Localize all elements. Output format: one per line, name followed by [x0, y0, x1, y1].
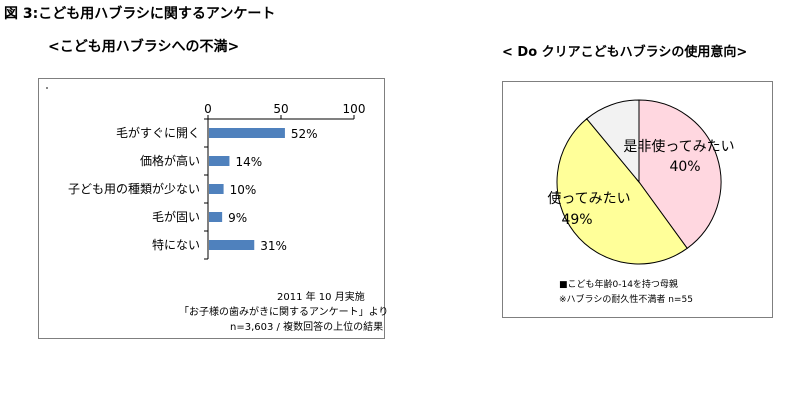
- survey-date: 2011 年 10 月実施: [277, 292, 365, 303]
- x-tick-label: 100: [343, 102, 366, 116]
- category-label: 特にない: [152, 237, 200, 252]
- x-tick-label: 50: [273, 102, 288, 116]
- bar-value-label: 52%: [291, 127, 318, 141]
- bar-value-label: 10%: [230, 183, 257, 197]
- pie-slice-label: 使ってみたい: [547, 190, 630, 207]
- pie-chart-subtitle: < Do クリアこどもハブラシの使用意向>: [502, 45, 748, 60]
- bar: [209, 128, 285, 138]
- bar: [209, 212, 223, 222]
- x-tick-label: 0: [204, 102, 212, 116]
- pie-slice: [638, 99, 722, 250]
- bar: [209, 184, 224, 194]
- survey-name: 「お子様の歯みがきに関するアンケート」より: [179, 307, 389, 318]
- category-label: 毛が固い: [152, 209, 200, 224]
- category-label: 子ども用の種類が少ない: [68, 181, 200, 196]
- category-label: 毛がすぐに開く: [116, 125, 200, 140]
- bar-value-label: 14%: [235, 155, 262, 169]
- pie-slice-label: 是非使ってみたい: [623, 138, 734, 155]
- corner-mark: [46, 87, 48, 89]
- pie-respondent-note: ■こども年齢0-14を持つ母親: [559, 280, 678, 290]
- pie-sample-note: ※ハブラシの耐久性不満者 n=55: [559, 295, 693, 305]
- pie-slice-value-label: 49%: [561, 212, 592, 228]
- bar: [209, 156, 230, 166]
- bar-value-label: 9%: [228, 211, 247, 225]
- bar: [209, 240, 255, 250]
- bar-chart-panel: 0 50 100 毛がすぐに開く 52% 価格が高い 14% 子ども用の種類が少ない 10% 毛が…: [38, 78, 389, 339]
- bar-value-label: 31%: [260, 239, 287, 253]
- survey-sample-note: n=3,603 / 複数回答の上位の結果: [230, 322, 384, 333]
- pie-chart: 是非使ってみたい 40% 使ってみたい 49%: [547, 99, 735, 265]
- pie-slice-value-label: 40%: [669, 159, 700, 175]
- figure-title: 図 3:こども用ハブラシに関するアンケート: [4, 6, 276, 22]
- bar-chart: 0 50 100 毛がすぐに開く 52% 価格が高い 14% 子ども用の種類が少ない 10% 毛が…: [68, 102, 366, 260]
- pie-chart-panel: 是非使ってみたい 40% 使ってみたい 49% ■こども年齢0-14を持つ母親 ※ハブ…: [502, 81, 773, 318]
- pie-slice: [556, 118, 688, 265]
- bar-chart-subtitle: <こども用ハブラシへの不満>: [48, 39, 240, 55]
- pie-slice: [586, 99, 640, 184]
- category-label: 価格が高い: [140, 153, 200, 168]
